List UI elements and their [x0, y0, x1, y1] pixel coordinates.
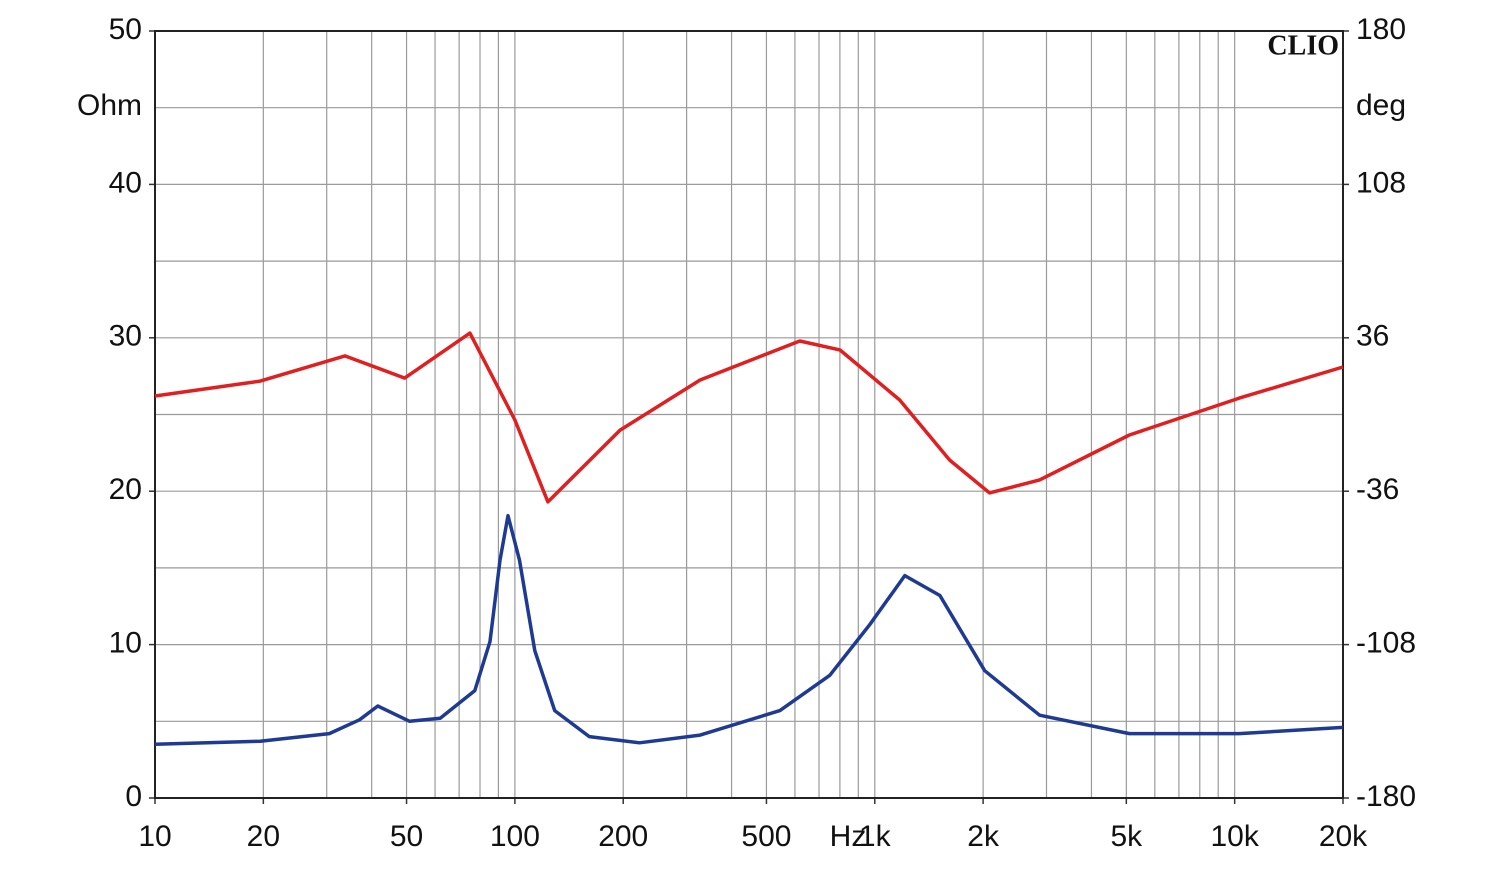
x-tick-label: 50: [390, 820, 423, 853]
data-line: [154, 513, 1344, 747]
y2-tick-label: 36: [1356, 320, 1389, 353]
annotation: CLIO: [1267, 30, 1339, 61]
y2-tick-label: -36: [1356, 473, 1399, 506]
x-tick-label: 5k: [1110, 820, 1143, 853]
y-tick-label: 30: [109, 320, 142, 353]
x-tick-label: 20k: [1319, 820, 1368, 853]
x-tick-label: 100: [490, 820, 540, 853]
y-tick-label: 50: [109, 13, 142, 46]
y2-axis-label: deg: [1356, 89, 1406, 122]
y-axis-label: Ohm: [77, 89, 142, 122]
y2-tick-label: 108: [1356, 166, 1406, 199]
x-tick-label: 10k: [1210, 820, 1259, 853]
x-tick-label: 1k: [859, 820, 892, 853]
x-axis-label: Hz: [830, 820, 867, 853]
x-tick-label: 500: [741, 820, 791, 853]
data-line: [154, 331, 1344, 504]
y2-tick-label: 180: [1356, 13, 1406, 46]
y2-tick-label: -180: [1356, 780, 1416, 813]
y2-tick-label: -108: [1356, 627, 1416, 660]
plot-frame: [154, 30, 1344, 799]
x-tick-label: 20: [247, 820, 280, 853]
y-tick-label: 20: [109, 473, 142, 506]
y-tick-label: 0: [125, 780, 142, 813]
y-tick-label: 10: [109, 627, 142, 660]
x-tick-label: 2k: [967, 820, 1000, 853]
y-tick-label: 40: [109, 166, 142, 199]
x-tick-label: 200: [598, 820, 648, 853]
x-tick-label: 10: [138, 820, 171, 853]
